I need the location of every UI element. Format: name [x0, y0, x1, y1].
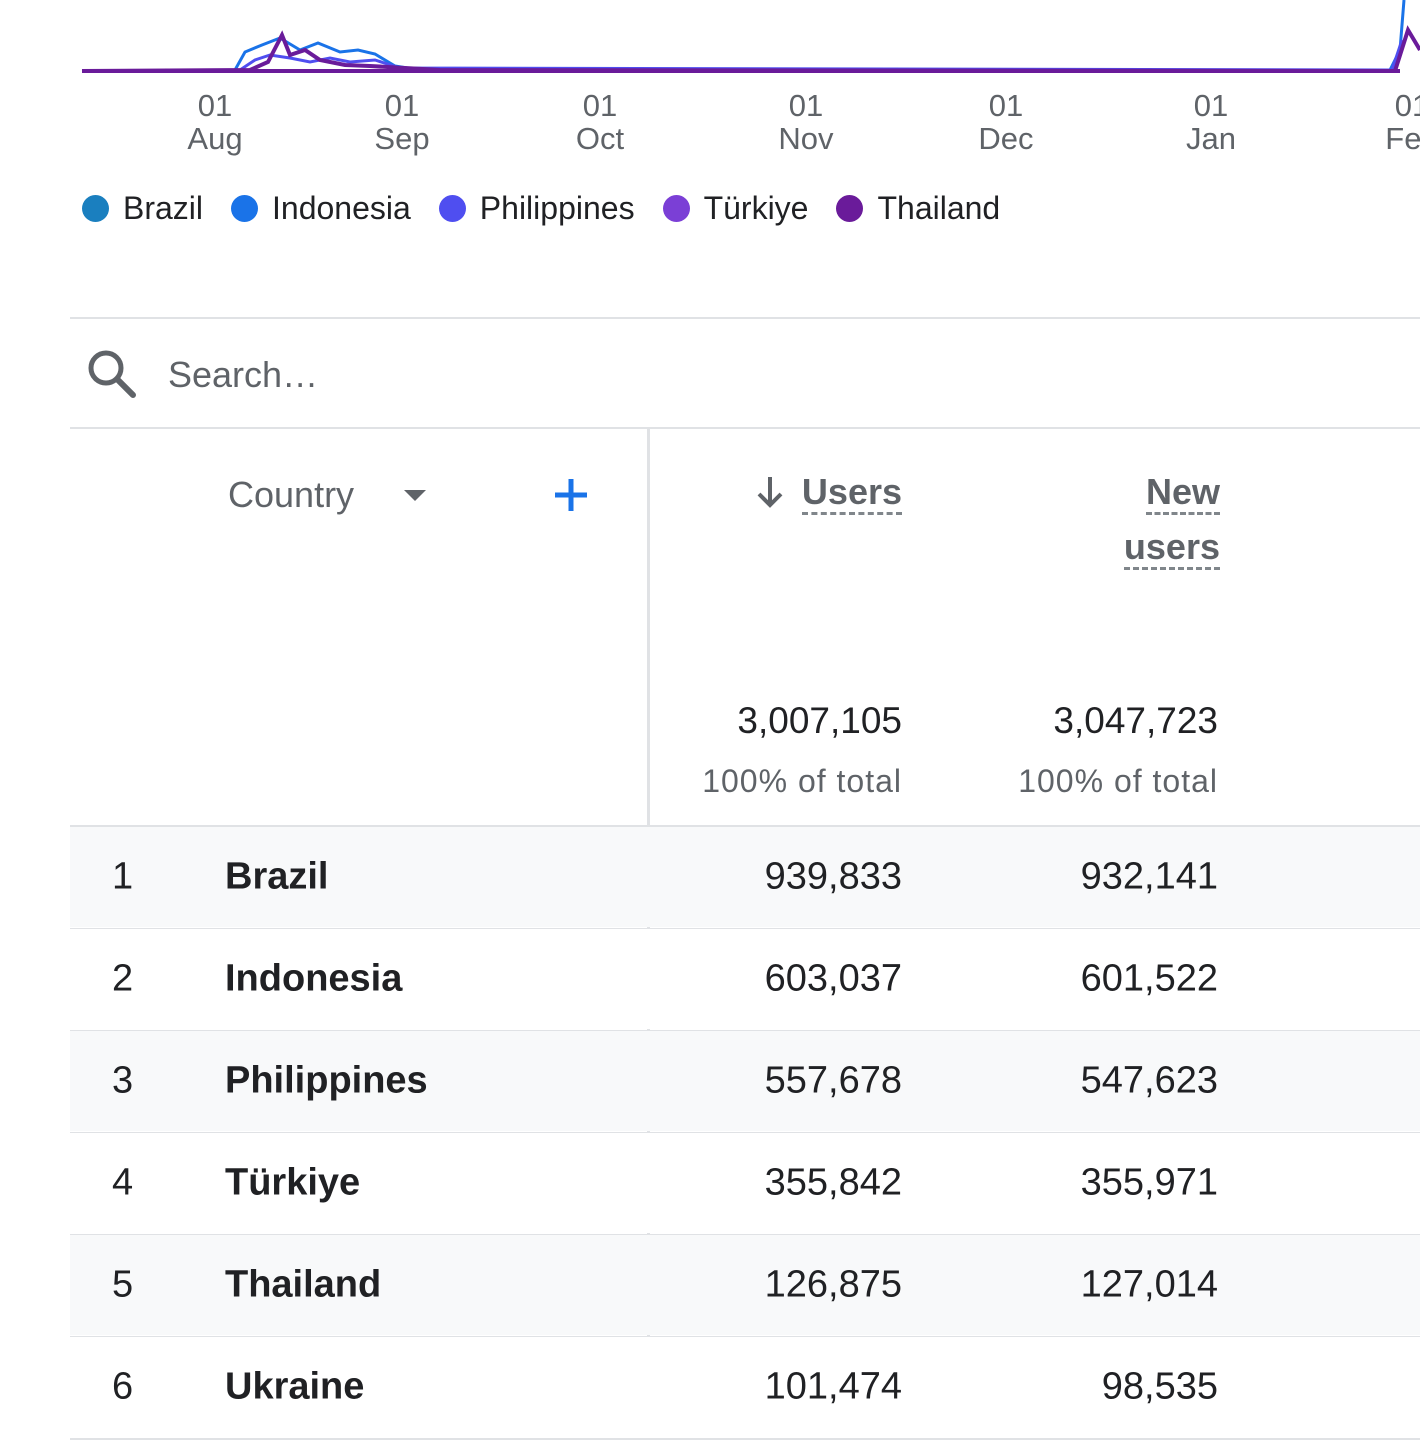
legend-item: Türkiye — [662, 190, 809, 227]
x-tick-day: 01 — [789, 88, 823, 123]
divider — [70, 427, 1420, 429]
legend-label: Türkiye — [703, 190, 809, 226]
trend-chart: 01Aug01Sep01Oct01Nov01Dec01Jan01Feb — [81, 0, 1420, 156]
users: 101,474 — [764, 1365, 902, 1408]
country: Türkiye — [225, 1161, 361, 1204]
users-header-text: Users — [801, 471, 902, 515]
users-total-pct: 100% of total — [702, 763, 902, 799]
rank: 5 — [112, 1263, 134, 1306]
country-header[interactable]: Country — [228, 474, 355, 515]
legend-item: Brazil — [82, 190, 203, 227]
users-header[interactable]: Users — [801, 464, 902, 519]
rank: 1 — [112, 855, 134, 898]
country: Thailand — [225, 1263, 382, 1306]
rank: 6 — [112, 1365, 134, 1408]
dropdown-icon[interactable] — [402, 488, 428, 504]
x-tick-month: Feb — [1385, 121, 1420, 156]
country: Philippines — [225, 1059, 428, 1102]
rank: 2 — [112, 957, 134, 1000]
legend-item: Philippines — [438, 190, 635, 227]
country: Brazil — [225, 855, 329, 898]
users: 939,833 — [764, 855, 902, 898]
rank: 3 — [112, 1059, 134, 1102]
new-users-header[interactable]: New users — [1110, 464, 1220, 574]
table-row: 6 Ukraine 101,474 98,535 — [70, 1337, 1420, 1440]
legend-dot — [82, 195, 109, 222]
x-tick-day: 01 — [1395, 88, 1420, 123]
divider — [70, 825, 1420, 827]
line — [81, 25, 1420, 74]
x-tick-day: 01 — [1194, 88, 1228, 123]
x-tick-month: Sep — [374, 121, 429, 156]
x-axis: 01Aug01Sep01Oct01Nov01Dec01Jan01Feb — [187, 88, 1420, 156]
legend-dot — [662, 195, 690, 222]
x-tick-day: 01 — [989, 88, 1023, 123]
country: Indonesia — [225, 957, 403, 1000]
search-input[interactable]: Search… — [168, 354, 319, 395]
users: 126,875 — [764, 1263, 902, 1306]
legend-dot — [836, 195, 864, 222]
legend-item: Thailand — [836, 190, 1000, 227]
add-dimension[interactable] — [552, 476, 590, 514]
x-tick-month: Nov — [778, 121, 834, 156]
x-tick-month: Aug — [187, 121, 242, 156]
legend-dot — [438, 195, 466, 222]
search-icon[interactable] — [86, 348, 138, 400]
new-users: 98,535 — [1101, 1365, 1218, 1408]
line — [81, 39, 1404, 73]
table-row: 2 Indonesia 603,037 601,522 — [70, 929, 1420, 1032]
legend-item: Indonesia — [231, 190, 411, 227]
users: 557,678 — [764, 1059, 902, 1102]
legend-dot — [231, 195, 259, 222]
table-row: 3 Philippines 557,678 547,623 — [70, 1031, 1420, 1134]
table-row: 4 Türkiye 355,842 355,971 — [70, 1133, 1420, 1236]
legend-label: Brazil — [123, 190, 204, 226]
x-tick-month: Oct — [576, 121, 625, 156]
x-tick-month: Dec — [978, 121, 1033, 156]
new-users: 601,522 — [1080, 957, 1218, 1000]
legend-label: Philippines — [479, 190, 635, 226]
new-users: 932,141 — [1080, 855, 1218, 898]
divider — [70, 317, 1420, 319]
country: Ukraine — [225, 1365, 365, 1408]
x-tick-month: Jan — [1186, 121, 1236, 156]
rank: 4 — [112, 1161, 134, 1204]
x-tick-day: 01 — [198, 88, 232, 123]
new-users: 547,623 — [1080, 1059, 1218, 1102]
new-users-header-text: New users — [1123, 471, 1220, 570]
users: 603,037 — [764, 957, 902, 1000]
chart-lines — [81, 0, 1420, 74]
sort-icon[interactable] — [755, 474, 785, 510]
legend: Brazil Indonesia Philippines Türkiye Thailan… — [82, 190, 1000, 227]
users-total: 3,007,105 — [737, 700, 902, 741]
legend-label: Indonesia — [272, 190, 411, 226]
table-row: 1 Brazil 939,833 932,141 — [70, 827, 1420, 930]
new-users-total: 3,047,723 — [1053, 700, 1218, 741]
new-users: 127,014 — [1080, 1263, 1218, 1306]
legend-label: Thailand — [877, 190, 1001, 226]
new-users: 355,971 — [1080, 1161, 1218, 1204]
users: 355,842 — [764, 1161, 902, 1204]
x-tick-day: 01 — [583, 88, 617, 123]
table-row: 5 Thailand 126,875 127,014 — [70, 1235, 1420, 1338]
x-tick-day: 01 — [385, 88, 419, 123]
new-users-total-pct: 100% of total — [1018, 763, 1218, 799]
